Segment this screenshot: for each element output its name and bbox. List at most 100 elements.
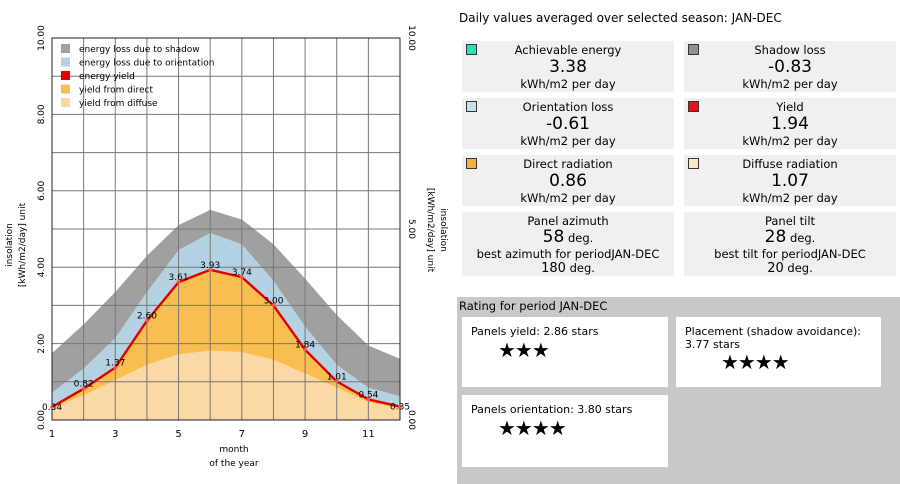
card-unit: kWh/m2 per day xyxy=(520,191,616,205)
y-tick-label-left: 6.00 xyxy=(37,181,47,201)
card-value: 3.38 xyxy=(549,57,587,77)
card-label: Direct radiation xyxy=(523,157,613,171)
azimuth-best-label: best azimuth for periodJAN-DEC xyxy=(476,247,660,261)
diffuse-radiation-swatch xyxy=(688,158,699,169)
card-label: Shadow loss xyxy=(754,43,826,57)
data-label: 0.35 xyxy=(390,403,410,413)
azimuth-value: 58 xyxy=(542,227,565,247)
summary-panel: Daily values averaged over selected seas… xyxy=(455,0,900,484)
tilt-label: Panel tilt xyxy=(764,214,816,228)
yield-point xyxy=(240,275,244,279)
x-axis-label-2: of the year xyxy=(209,459,259,469)
legend-swatch xyxy=(61,44,70,53)
x-axis-label: month xyxy=(219,445,248,455)
card-panel-tilt: Panel tilt 28 deg. best tilt for periodJ… xyxy=(684,212,896,276)
data-label: 3.93 xyxy=(200,261,220,271)
rating-title: Rating for period JAN-DEC xyxy=(459,299,608,313)
legend-label: energy loss due to orientation xyxy=(79,59,214,69)
y-axis-label-left: insolation xyxy=(5,223,15,267)
card-label: Achievable energy xyxy=(514,43,622,57)
card-value: -0.61 xyxy=(546,114,590,134)
legend-swatch xyxy=(61,98,70,107)
yield-swatch xyxy=(688,101,699,112)
legend-swatch xyxy=(61,57,70,67)
y-tick-label-left: 2.00 xyxy=(37,333,47,353)
azimuth-best-unit: deg. xyxy=(569,261,595,275)
data-label: 3.00 xyxy=(263,296,283,306)
card-shadow-loss: Shadow loss -0.83 kWh/m2 per day xyxy=(684,41,896,92)
data-label: 0.82 xyxy=(74,380,94,390)
data-label: 1.84 xyxy=(295,341,315,351)
season-title: Daily values averaged over selected seas… xyxy=(459,11,782,25)
data-label: 2.60 xyxy=(137,312,157,322)
plot-frame xyxy=(51,37,401,421)
azimuth-best-value: 180 xyxy=(541,261,566,276)
tilt-best-unit: deg. xyxy=(787,261,813,275)
yield-point xyxy=(271,303,276,308)
yield-point xyxy=(81,386,86,391)
panels-orientation-text: Panels orientation: 3.80 stars xyxy=(471,403,633,416)
azimuth-unit: deg. xyxy=(567,231,594,245)
legend-swatch xyxy=(61,84,70,94)
data-label: 0.54 xyxy=(358,390,378,400)
card-yield: Yield 1.94 kWh/m2 per day xyxy=(684,98,896,149)
panels-yield-stars: ★★★ xyxy=(498,338,550,362)
x-tick-label: 9 xyxy=(302,429,308,440)
card-unit: kWh/m2 per day xyxy=(742,77,838,91)
y-tick-label-left: 10.00 xyxy=(37,25,47,51)
area-diffuse-yield xyxy=(52,350,400,420)
card-unit: kWh/m2 per day xyxy=(742,191,838,205)
tilt-best-label: best tilt for periodJAN-DEC xyxy=(714,247,866,261)
x-tick-label: 3 xyxy=(112,429,118,440)
rating-panels-orientation: Panels orientation: 3.80 stars ★★★★ xyxy=(462,395,668,467)
card-achievable-energy: Achievable energy 3.38 kWh/m2 per day xyxy=(462,41,674,92)
data-label: 3.61 xyxy=(169,273,189,283)
card-unit: kWh/m2 per day xyxy=(520,134,616,148)
x-tick-label: 1 xyxy=(49,429,55,440)
yield-point xyxy=(176,280,181,284)
card-value: 0.86 xyxy=(549,171,587,191)
card-diffuse-radiation: Diffuse radiation 1.07 kWh/m2 per day xyxy=(684,155,896,206)
data-label: 3.74 xyxy=(232,268,252,278)
yield-point xyxy=(145,318,149,323)
card-unit: kWh/m2 per day xyxy=(742,134,838,148)
card-value: 1.94 xyxy=(771,114,809,134)
y-axis-label-right: insolation xyxy=(438,208,448,252)
tilt-value: 28 xyxy=(764,227,787,247)
yield-point xyxy=(50,405,54,409)
card-orientation-loss: Orientation loss -0.61 kWh/m2 per day xyxy=(462,98,674,149)
yield-point xyxy=(113,365,118,370)
yield-point xyxy=(398,404,402,409)
data-label: 1.37 xyxy=(105,359,125,369)
yield-line xyxy=(51,268,401,409)
legend-label: energy yield xyxy=(79,72,135,82)
rating-area: Rating for period JAN-DEC Panels yield: … xyxy=(457,297,900,484)
x-tick-label: 11 xyxy=(362,429,375,440)
panels-orientation-stars: ★★★★ xyxy=(498,416,567,440)
placement-stars: ★★★★ xyxy=(721,350,790,374)
yield-point xyxy=(366,397,371,402)
insolation-chart: 0.34 0.82 1.37 2.60 3.61 3.93 3.74 3.00 1.84 1.01… xyxy=(5,25,448,469)
tilt-best-value: 20 xyxy=(767,261,784,276)
y-tick-label-left: 8.00 xyxy=(37,104,47,124)
y-tick-label-left: 0.00 xyxy=(37,410,47,430)
yield-point xyxy=(334,379,339,384)
y-axis-label-right-2: [kWh/m2/day] unit xyxy=(425,188,435,273)
y-tick-label-left: 4.00 xyxy=(37,257,47,277)
data-label: 1.01 xyxy=(327,372,347,382)
y-tick-label-right: 0.00 xyxy=(406,410,416,430)
yield-point xyxy=(303,347,307,352)
yield-point xyxy=(208,268,212,272)
y-axis-label-left-2: [kWh/m2/day] unit xyxy=(18,202,28,287)
panels-yield-text: Panels yield: 2.86 stars xyxy=(471,325,599,338)
card-label: Orientation loss xyxy=(522,100,614,114)
x-tick-label: 5 xyxy=(175,429,181,440)
card-value: 1.07 xyxy=(771,171,809,191)
legend-swatch xyxy=(61,71,70,80)
y-tick-label-right: 10.00 xyxy=(406,25,416,51)
data-label: 0.34 xyxy=(42,403,62,413)
tilt-unit: deg. xyxy=(789,231,816,245)
rating-placement: Placement (shadow avoidance): 3.77 stars… xyxy=(676,317,881,387)
orientation-loss-swatch xyxy=(466,101,477,112)
legend-label: energy loss due to shadow xyxy=(79,45,200,55)
